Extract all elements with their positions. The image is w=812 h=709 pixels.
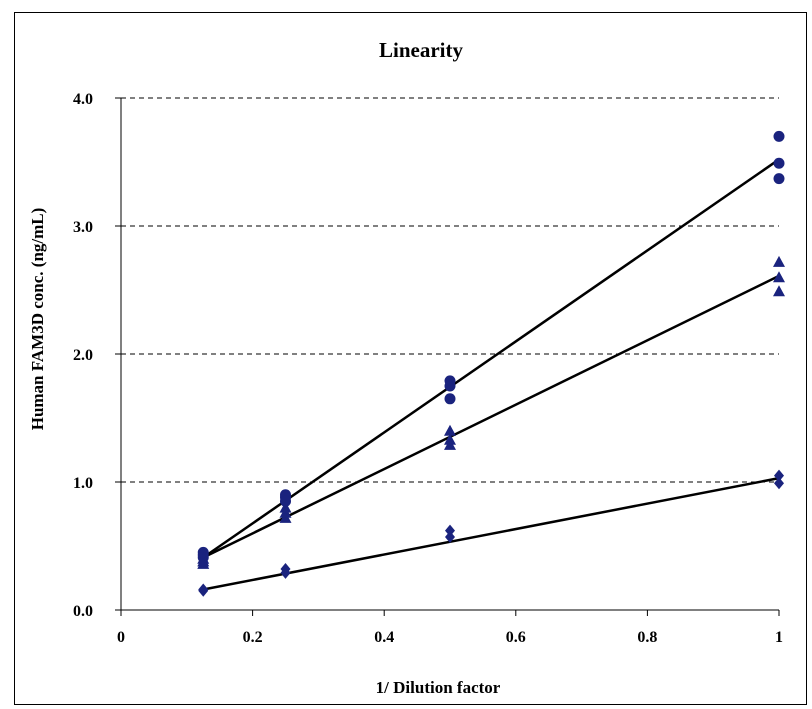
data-point-triangle (444, 424, 456, 436)
data-point-triangle (279, 511, 292, 523)
data-point-triangle (444, 438, 456, 450)
y-tick-label: 1.0 (73, 475, 93, 492)
x-tick-label: 1 (775, 629, 783, 646)
y-tick-label: 4.0 (73, 91, 93, 108)
y-tick-label: 3.0 (73, 219, 93, 236)
x-tick-label: 0.4 (374, 629, 394, 646)
data-point-circle (773, 173, 785, 185)
data-point-circle (444, 380, 456, 392)
data-point-triangle (197, 557, 210, 569)
x-tick-label: 0 (117, 629, 125, 646)
data-point-diamond (445, 524, 455, 537)
data-point-circle (280, 495, 291, 507)
data-point-triangle (773, 255, 785, 267)
data-point-diamond (774, 469, 784, 482)
chart-frame (14, 12, 807, 705)
data-point-diamond (198, 584, 209, 597)
fit-line-triangle (202, 274, 780, 559)
data-point-diamond (445, 531, 455, 544)
chart-title: Linearity (379, 38, 463, 62)
data-point-triangle (773, 271, 785, 283)
data-point-diamond (280, 566, 291, 579)
y-axis-label: Human FAM3D conc. (ng/mL) (28, 208, 47, 431)
x-tick-label: 0.6 (506, 629, 526, 646)
x-axis-label: 1/ Dilution factor (376, 678, 501, 697)
x-tick-label: 0.2 (243, 629, 263, 646)
data-point-circle (773, 157, 785, 169)
y-tick-label: 0.0 (73, 603, 93, 620)
data-point-circle (444, 393, 456, 405)
y-tick-label: 2.0 (73, 347, 93, 364)
data-point-diamond (774, 477, 784, 490)
fit-line-circle (202, 158, 780, 559)
data-point-triangle (773, 285, 785, 297)
data-point-circle (773, 130, 785, 142)
x-tick-label: 0.8 (637, 629, 657, 646)
fit-line-diamond (203, 476, 780, 591)
